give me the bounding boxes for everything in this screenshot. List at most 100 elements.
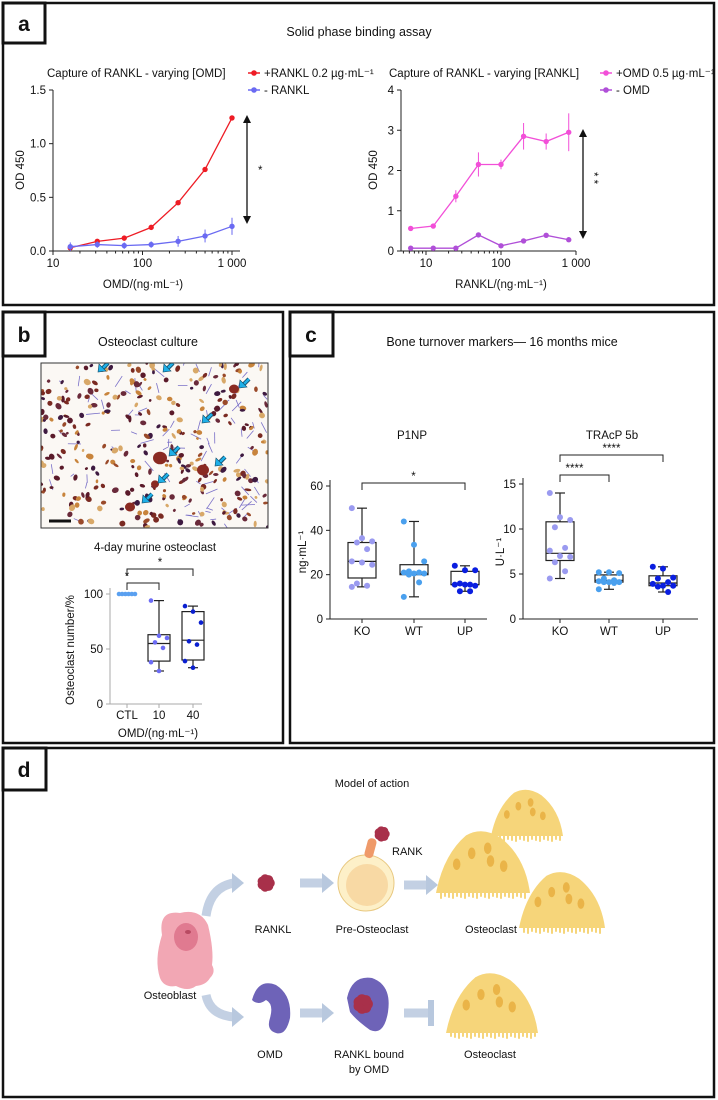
cell bbox=[181, 431, 185, 436]
cell bbox=[192, 466, 199, 472]
panel-a: a Solid phase binding assay Capture of R… bbox=[1, 1, 716, 307]
y-tick-label: 0 bbox=[388, 246, 394, 258]
y-axis-label: U·L⁻¹ bbox=[495, 538, 507, 567]
significance-label: * bbox=[258, 165, 263, 177]
cell bbox=[264, 401, 268, 408]
data-point bbox=[595, 569, 602, 576]
cell bbox=[60, 448, 66, 455]
cell bbox=[248, 478, 254, 484]
cell bbox=[213, 479, 217, 484]
panel-b-border bbox=[1, 310, 285, 745]
significance-label: * * bbox=[587, 172, 599, 185]
cell bbox=[148, 468, 152, 475]
data-point bbox=[116, 591, 122, 597]
cell bbox=[120, 391, 127, 396]
series-line-0 bbox=[410, 131, 569, 230]
cell bbox=[139, 483, 146, 488]
arrow-head bbox=[232, 873, 244, 893]
data-point bbox=[467, 581, 474, 588]
cell bbox=[166, 396, 173, 402]
osteoclast-cell bbox=[151, 480, 159, 488]
panel-a-border bbox=[1, 1, 716, 307]
cell bbox=[134, 402, 139, 408]
cell bbox=[176, 429, 182, 434]
pre-osteoclast-nucleus bbox=[346, 864, 388, 906]
cell-process bbox=[195, 363, 200, 373]
cyan-arrow-icon bbox=[141, 492, 154, 504]
data-point bbox=[595, 578, 602, 585]
x-tick-label: KO bbox=[354, 626, 371, 638]
data-point bbox=[595, 586, 602, 593]
cell bbox=[259, 364, 263, 372]
label-osteoblast: Osteoblast bbox=[144, 990, 197, 1002]
rank-receptor-icon bbox=[364, 838, 377, 859]
data-point bbox=[498, 243, 504, 249]
cell bbox=[84, 394, 90, 399]
cell bbox=[95, 479, 99, 484]
legend-label: - OMD bbox=[616, 85, 650, 97]
cell bbox=[189, 386, 194, 390]
significance-bracket bbox=[559, 454, 664, 462]
cell bbox=[142, 510, 149, 516]
cell bbox=[254, 495, 258, 499]
data-point bbox=[616, 570, 623, 577]
cell bbox=[130, 459, 136, 464]
cell-process bbox=[190, 433, 202, 440]
x-axis-label: RANKL/(ng·mL⁻¹) bbox=[455, 279, 547, 291]
cell bbox=[83, 365, 89, 371]
cell bbox=[134, 472, 139, 478]
panel-a-label-box bbox=[1, 1, 47, 45]
y-axis-label: OD 450 bbox=[15, 150, 27, 190]
cell bbox=[189, 461, 194, 466]
arrow-head-up bbox=[579, 129, 587, 137]
cell bbox=[263, 501, 268, 505]
cell-process bbox=[205, 488, 218, 495]
osteoclast-icon bbox=[436, 831, 530, 899]
y-tick-label: 0.0 bbox=[30, 246, 46, 258]
cell bbox=[156, 395, 162, 401]
chart-rankl-capture: Capture of RANKL - varying [RANKL] +OMD … bbox=[368, 68, 715, 291]
cell bbox=[123, 450, 129, 457]
data-point bbox=[348, 558, 355, 565]
cell-process bbox=[70, 473, 75, 477]
significance-bracket bbox=[361, 482, 466, 490]
cell-process bbox=[182, 363, 185, 366]
osteoclast-cell bbox=[197, 464, 209, 476]
x-tick-label: CTL bbox=[116, 710, 138, 722]
cell bbox=[127, 363, 132, 368]
x-tick-label: 100 bbox=[133, 258, 152, 270]
cell bbox=[169, 494, 175, 500]
cell bbox=[199, 445, 205, 450]
chart-tracp5b: TRAcP 5b U·L⁻¹ 0 5 10 15 KO WT UP **** **** bbox=[495, 430, 698, 638]
cell bbox=[89, 364, 94, 368]
data-point bbox=[364, 546, 371, 553]
cell-process bbox=[241, 504, 256, 506]
y-axis-label: OD 450 bbox=[368, 150, 380, 190]
data-point bbox=[660, 565, 666, 572]
cell-process bbox=[185, 514, 199, 518]
cell bbox=[175, 403, 181, 407]
cell-process bbox=[244, 468, 251, 477]
cell-process bbox=[235, 399, 240, 408]
cell bbox=[67, 511, 73, 518]
cell bbox=[140, 420, 147, 426]
cell bbox=[220, 466, 227, 473]
cell-process bbox=[144, 460, 154, 472]
data-point bbox=[129, 591, 135, 597]
cell bbox=[236, 513, 241, 518]
cell bbox=[213, 473, 219, 476]
cell bbox=[151, 367, 156, 372]
cell-process bbox=[197, 419, 201, 431]
cell bbox=[67, 417, 73, 424]
data-point bbox=[148, 241, 154, 248]
data-point bbox=[498, 161, 504, 168]
cell-process bbox=[221, 507, 232, 516]
cell bbox=[74, 458, 79, 464]
data-point bbox=[421, 558, 428, 565]
data-point bbox=[152, 640, 158, 645]
cell bbox=[137, 395, 143, 399]
cell bbox=[84, 467, 88, 470]
cell bbox=[104, 409, 111, 414]
data-point bbox=[126, 591, 131, 597]
cell bbox=[93, 485, 99, 490]
